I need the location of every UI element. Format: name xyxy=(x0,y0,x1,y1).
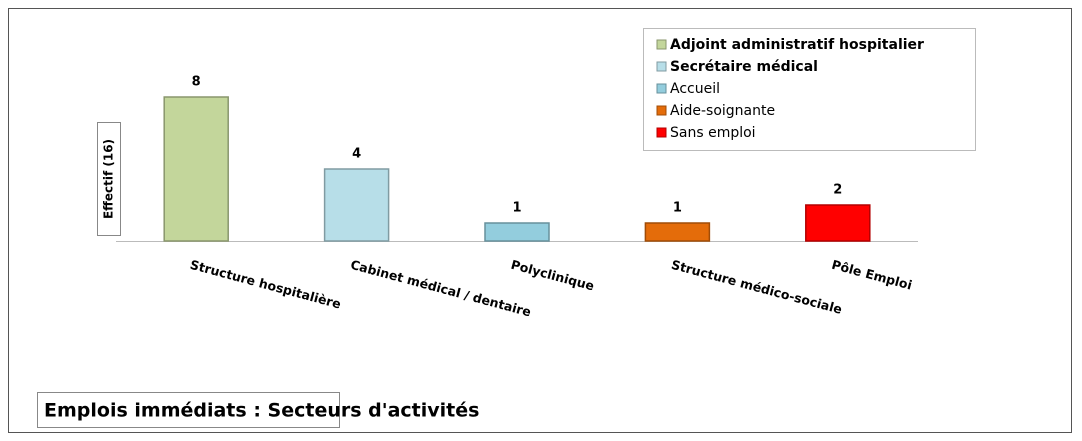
legend-swatch xyxy=(656,127,667,138)
legend-swatch xyxy=(656,83,667,94)
legend-swatch xyxy=(656,39,667,50)
legend-label: Sans emploi xyxy=(670,125,756,141)
title-box xyxy=(37,392,340,428)
legend-label: Aide-soignante xyxy=(670,103,775,119)
legend-swatch xyxy=(656,61,667,72)
legend-label: Adjoint administratif hospitalier xyxy=(670,37,924,53)
chart-title: Emplois immédiats : Secteurs d'activités xyxy=(44,400,479,422)
bar xyxy=(323,168,390,242)
bar xyxy=(484,222,550,242)
bar xyxy=(163,96,229,242)
bar xyxy=(644,222,711,242)
legend-box xyxy=(643,28,976,151)
data-label: 4 xyxy=(352,147,361,162)
legend-label: Accueil xyxy=(670,81,720,97)
bar xyxy=(805,204,871,242)
data-label: 1 xyxy=(512,201,521,216)
data-label: 1 xyxy=(673,201,682,216)
data-label: 2 xyxy=(833,183,842,198)
data-label: 8 xyxy=(192,75,201,90)
legend-label: Secrétaire médical xyxy=(670,59,818,75)
legend-swatch xyxy=(656,105,667,116)
y-axis-label: Effectif (16) xyxy=(102,139,116,219)
y-label-box xyxy=(97,122,121,236)
